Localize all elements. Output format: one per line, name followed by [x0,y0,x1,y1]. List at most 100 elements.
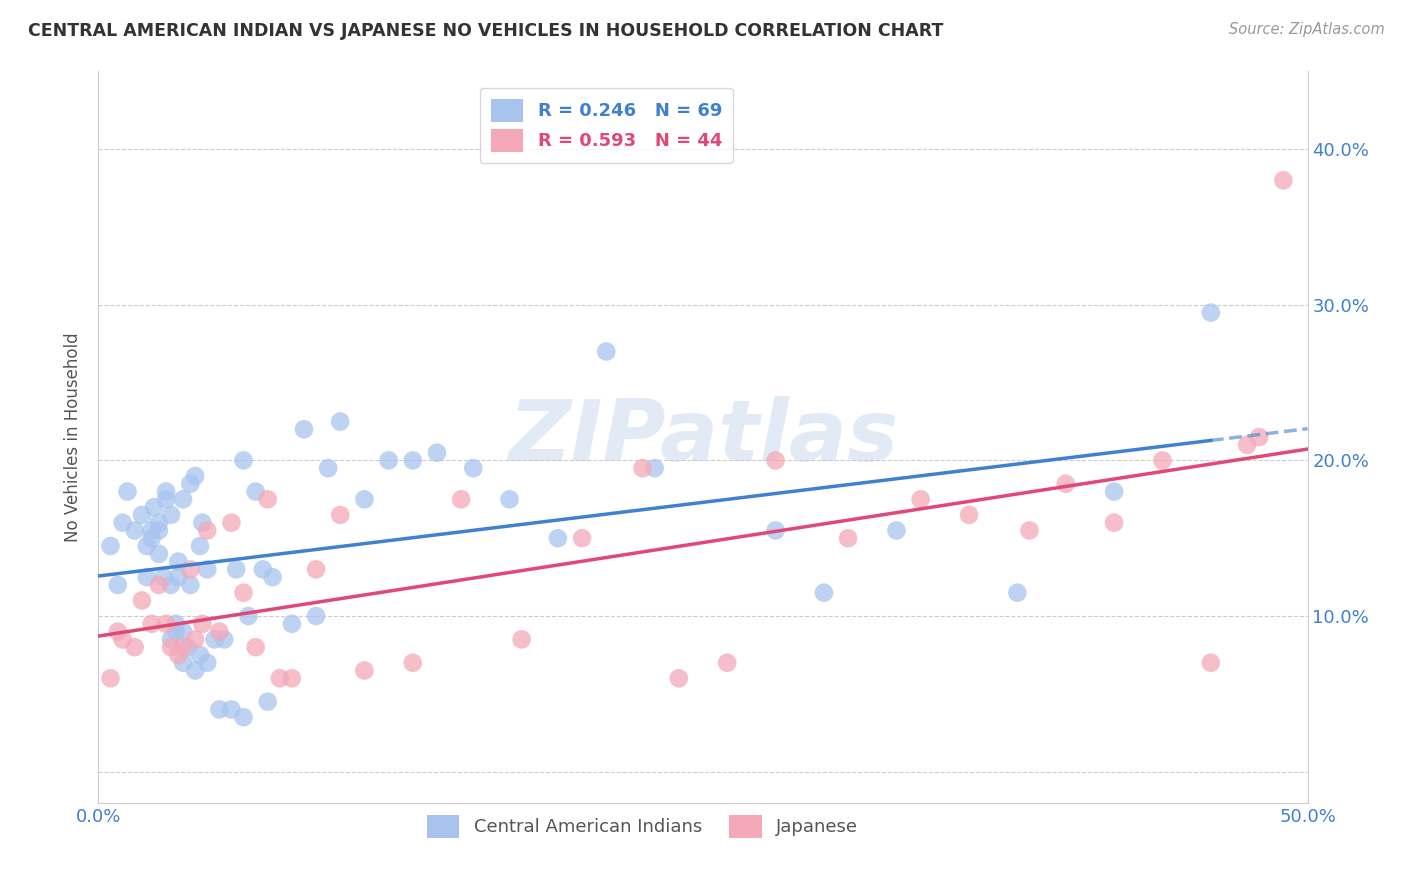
Point [329,415,352,429]
Point [141,531,163,545]
Point [152,570,174,584]
Point [353,664,375,678]
Y-axis label: No Vehicles in Household: No Vehicles in Household [65,332,83,542]
Point [316,461,339,475]
Point [837,531,859,545]
Point [1102,516,1125,530]
Point [179,562,201,576]
Point [131,593,153,607]
Point [165,624,187,639]
Point [668,671,690,685]
Point [256,695,278,709]
Point [1102,484,1125,499]
Point [148,578,170,592]
Point [377,453,399,467]
Point [957,508,980,522]
Point [141,616,163,631]
Point [262,570,284,584]
Point [498,492,520,507]
Point [221,702,243,716]
Point [155,492,177,507]
Point [305,562,328,576]
Point [179,476,201,491]
Point [100,539,122,553]
Point [167,648,190,662]
Point [245,640,267,655]
Point [191,616,214,631]
Point [256,492,278,507]
Point [232,585,254,599]
Point [148,516,170,530]
Point [167,570,190,584]
Point [1152,453,1174,467]
Point [281,671,304,685]
Point [245,484,267,499]
Point [195,562,218,576]
Point [571,531,593,545]
Point [191,516,214,530]
Point [155,484,177,499]
Point [353,492,375,507]
Point [426,445,449,459]
Point [886,524,908,538]
Point [1007,585,1029,599]
Point [225,562,247,576]
Point [510,632,533,647]
Point [148,524,170,538]
Point [195,656,218,670]
Point [172,492,194,507]
Point [124,640,146,655]
Point [160,632,183,647]
Point [179,578,201,592]
Point [1249,430,1271,444]
Point [141,524,163,538]
Point [172,624,194,639]
Point [148,547,170,561]
Point [1199,656,1222,670]
Point [204,632,226,647]
Point [232,453,254,467]
Point [188,648,211,662]
Point [184,664,207,678]
Point [135,539,157,553]
Point [208,702,231,716]
Point [631,461,654,475]
Point [238,609,260,624]
Point [131,508,153,522]
Legend: Central American Indians, Japanese: Central American Indians, Japanese [420,807,865,845]
Point [221,516,243,530]
Point [160,578,183,592]
Point [402,453,425,467]
Point [195,524,218,538]
Point [160,508,183,522]
Point [1199,305,1222,319]
Point [910,492,932,507]
Point [765,453,787,467]
Text: CENTRAL AMERICAN INDIAN VS JAPANESE NO VEHICLES IN HOUSEHOLD CORRELATION CHART: CENTRAL AMERICAN INDIAN VS JAPANESE NO V… [28,22,943,40]
Point [188,539,211,553]
Point [252,562,274,576]
Point [402,656,425,670]
Point [1272,173,1295,187]
Point [172,656,194,670]
Text: ZIPatlas: ZIPatlas [508,395,898,479]
Point [463,461,485,475]
Point [208,624,231,639]
Point [111,516,134,530]
Point [547,531,569,545]
Point [281,616,304,631]
Point [184,469,207,483]
Point [813,585,835,599]
Point [329,508,352,522]
Point [143,500,166,515]
Point [765,524,787,538]
Text: Source: ZipAtlas.com: Source: ZipAtlas.com [1229,22,1385,37]
Point [160,640,183,655]
Point [155,616,177,631]
Point [172,640,194,655]
Point [269,671,291,685]
Point [292,422,315,436]
Point [165,616,187,631]
Point [305,609,328,624]
Point [450,492,472,507]
